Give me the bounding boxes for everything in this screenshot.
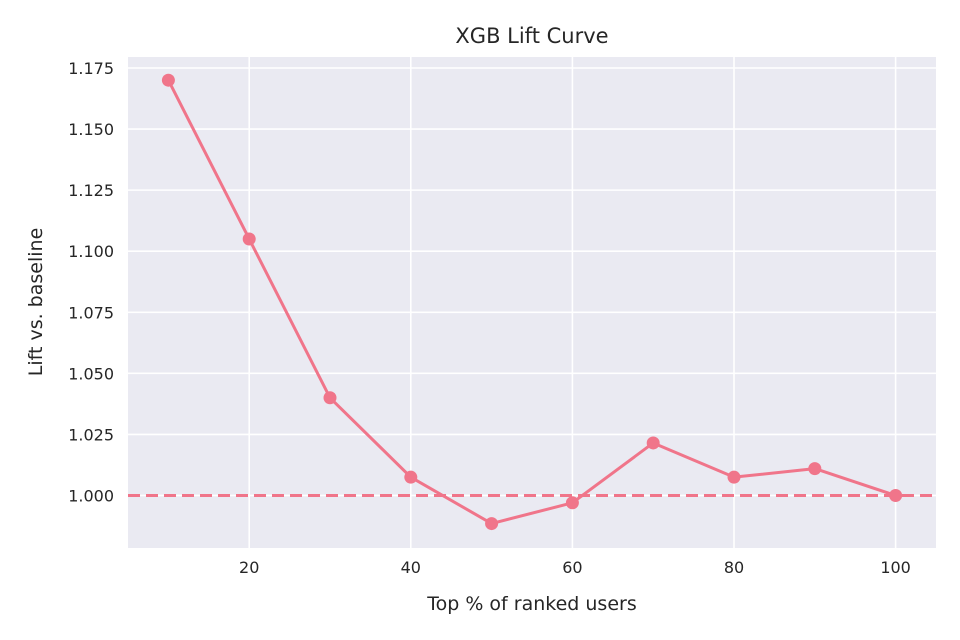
y-tick-label: 1.075 xyxy=(68,303,114,322)
y-axis-label: Lift vs. baseline xyxy=(25,228,47,377)
x-tick-label: 20 xyxy=(239,558,259,577)
y-tick-labels: 1.000 1.025 1.050 1.075 1.100 1.125 1.150 1.175 xyxy=(68,59,114,505)
lift-point xyxy=(404,470,418,484)
y-tick-label: 1.000 xyxy=(68,486,114,505)
lift-point xyxy=(323,391,337,405)
y-tick-label: 1.150 xyxy=(68,120,114,139)
y-tick-label: 1.175 xyxy=(68,59,114,78)
lift-point xyxy=(242,232,256,246)
lift-point xyxy=(727,470,741,484)
x-tick-label: 60 xyxy=(562,558,582,577)
plot-background xyxy=(128,57,936,548)
y-tick-label: 1.125 xyxy=(68,181,114,200)
x-tick-label: 80 xyxy=(724,558,744,577)
series-marks xyxy=(128,73,936,531)
lift-point xyxy=(565,496,579,510)
x-tick-labels: 20 40 60 80 100 xyxy=(239,558,911,577)
grid xyxy=(128,57,936,548)
lift-point xyxy=(889,488,903,502)
y-tick-label: 1.025 xyxy=(68,425,114,444)
lift-point xyxy=(808,462,822,476)
y-tick-label: 1.100 xyxy=(68,242,114,261)
x-tick-label: 40 xyxy=(401,558,421,577)
lift-point xyxy=(646,436,660,450)
lift-point xyxy=(485,517,499,531)
lift-series-line xyxy=(167,79,897,526)
chart-title: XGB Lift Curve xyxy=(455,24,608,48)
y-tick-label: 1.050 xyxy=(68,364,114,383)
x-axis-label: Top % of ranked users xyxy=(426,593,637,615)
x-tick-label: 100 xyxy=(880,558,911,577)
lift-point xyxy=(161,73,175,87)
